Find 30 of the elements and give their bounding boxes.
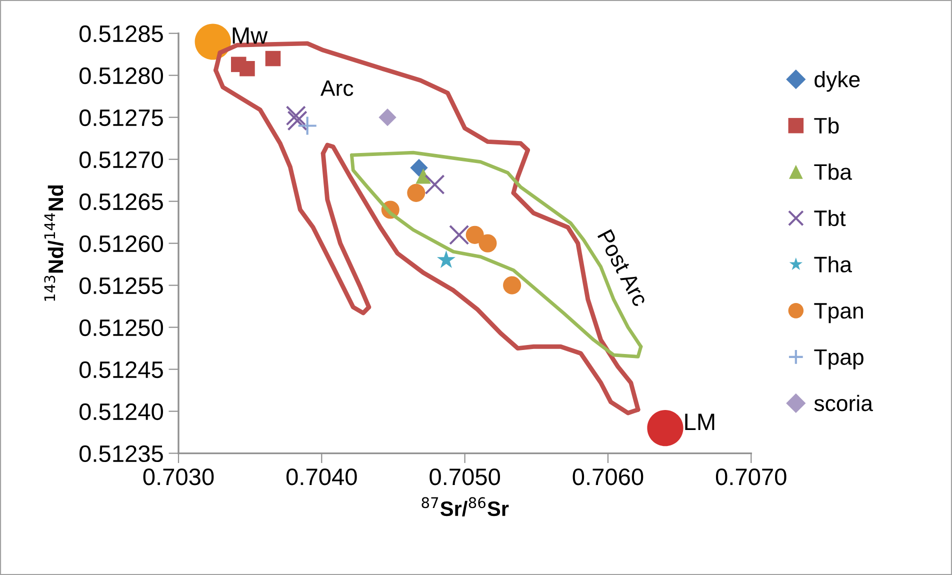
y-tick-label: 0.51235 [80, 445, 163, 462]
x-tick-label: 0.7040 [286, 468, 357, 486]
y-tick-label: 0.51280 [80, 67, 163, 84]
annotation: LM [685, 414, 714, 430]
annotation: Mw [232, 27, 268, 44]
x-tick-label: 0.7050 [430, 468, 500, 486]
x-tick-label: 0.7060 [572, 468, 644, 486]
y-tick-label: 0.51275 [80, 109, 163, 126]
y-tick-label: 0.51240 [80, 403, 163, 420]
y-tick-label: 0.51260 [80, 235, 163, 252]
y-axis-title: $^{143}$Nd/$^{144}$Nd [44, 185, 64, 301]
legend-label: Tbt [814, 210, 846, 226]
legend-label: Tpan [814, 303, 863, 324]
x-axis-title: $^{87}$Sr/$^{86}$Sr [422, 497, 509, 516]
legend-label: dyke [814, 71, 860, 92]
y-tick-label: 0.51285 [80, 25, 163, 42]
y-tick-label: 0.51255 [80, 277, 163, 294]
annotation: Arc [320, 80, 354, 96]
legend-label: Tha [814, 256, 852, 272]
y-tick-label: 0.51270 [80, 151, 163, 168]
legend-label: Tpap [814, 349, 864, 370]
x-tick-label: 0.7030 [143, 468, 214, 486]
y-tick-label: 0.51245 [80, 361, 163, 378]
y-tick-label: 0.51250 [80, 319, 163, 336]
x-tick-label: 0.7070 [716, 468, 786, 486]
annotation: Post Arc [597, 229, 649, 308]
y-tick-label: 0.51265 [80, 193, 163, 210]
legend-label: Tba [814, 164, 852, 180]
legend-label: scoria [814, 394, 873, 412]
legend-label: Tb [814, 117, 839, 134]
